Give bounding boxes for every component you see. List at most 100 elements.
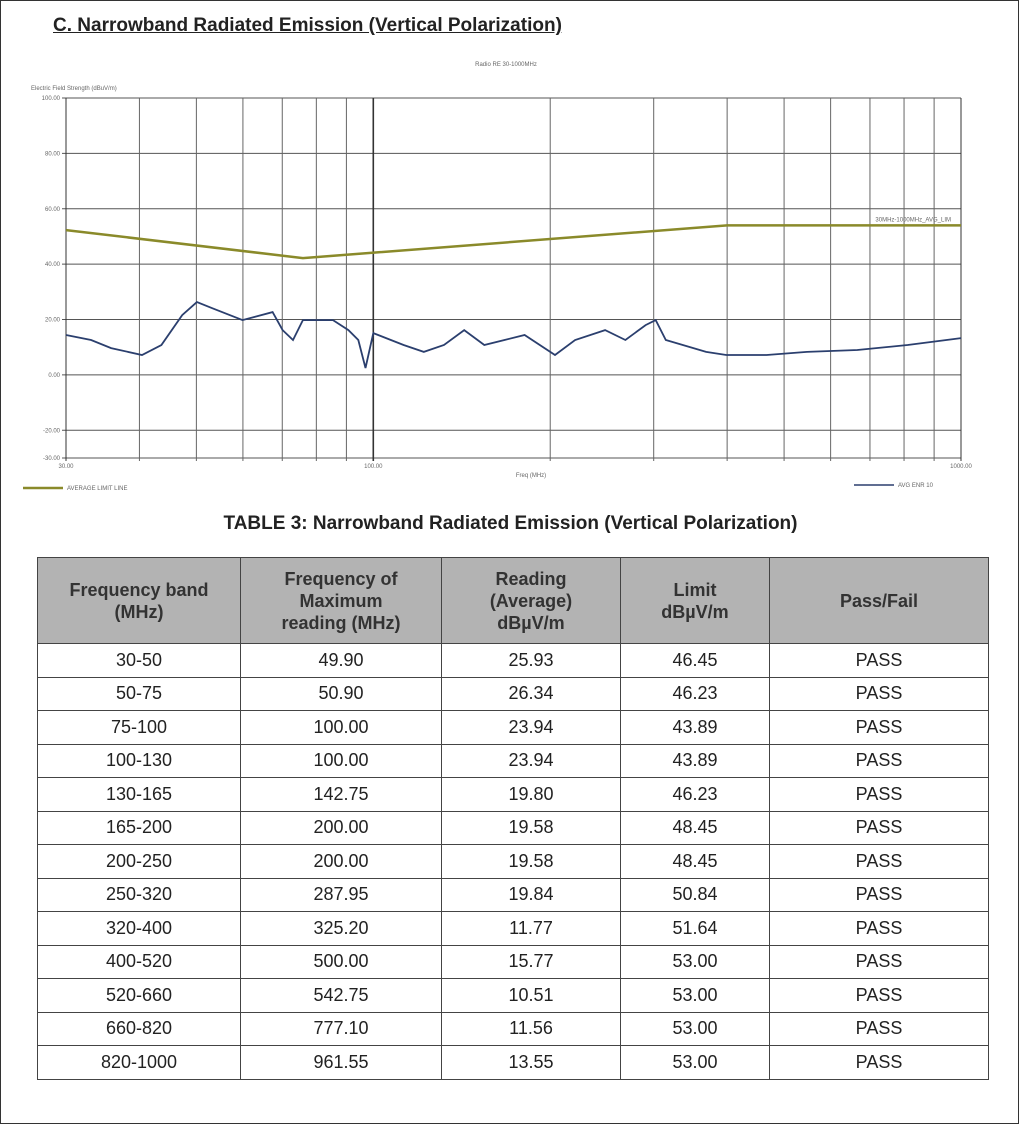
table-header-row: Frequency band (MHz) Frequency of Maximum re… xyxy=(37,557,989,644)
table-cell: 11.56 xyxy=(441,1011,621,1046)
table-cell: 320-400 xyxy=(37,911,241,946)
table-cell: PASS xyxy=(769,743,989,778)
x-tick-label: 100.00 xyxy=(364,464,383,470)
table-cell: 400-520 xyxy=(37,944,241,979)
table-cell: 19.80 xyxy=(441,777,621,812)
y-tick-label: 20.00 xyxy=(45,318,61,324)
table-cell: 30-50 xyxy=(37,643,241,678)
x-tick-label: 30.00 xyxy=(58,464,74,470)
table-row: 520-660 542.75 10.51 53.00 PASS xyxy=(37,978,989,1013)
column-header-line: (Average) xyxy=(489,590,573,611)
table-cell: 51.64 xyxy=(620,911,770,946)
table-row: 100-130 100.00 23.94 43.89 PASS xyxy=(37,743,989,778)
table-cell: 777.10 xyxy=(240,1011,442,1046)
y-tick-label: 40.00 xyxy=(45,262,61,268)
table-row: 165-200 200.00 19.58 48.45 PASS xyxy=(37,810,989,845)
column-header-line: dBµV/m xyxy=(497,612,565,633)
table-cell: 100.00 xyxy=(240,743,442,778)
table-cell: 250-320 xyxy=(37,877,241,912)
emission-table: Frequency band (MHz) Frequency of Maximum re… xyxy=(37,557,989,1080)
table-row: 660-820 777.10 11.56 53.00 PASS xyxy=(37,1011,989,1046)
table-cell: 48.45 xyxy=(620,810,770,845)
column-header: Frequency of Maximum reading (MHz) xyxy=(240,557,442,644)
table-cell: 200.00 xyxy=(240,810,442,845)
y-tick-label: -20.00 xyxy=(43,428,61,434)
table-cell: PASS xyxy=(769,877,989,912)
table-cell: PASS xyxy=(769,1045,989,1080)
table-cell: PASS xyxy=(769,844,989,879)
table-cell: 53.00 xyxy=(620,978,770,1013)
x-axis-label: Freq (MHz) xyxy=(516,473,546,479)
table-cell: 53.00 xyxy=(620,1045,770,1080)
chart-title: Radio RE 30-1000MHz xyxy=(475,62,537,68)
table-cell: 23.94 xyxy=(441,743,621,778)
table-cell: PASS xyxy=(769,643,989,678)
table-cell: 165-200 xyxy=(37,810,241,845)
table-cell: 53.00 xyxy=(620,1011,770,1046)
table-cell: PASS xyxy=(769,978,989,1013)
table-cell: 542.75 xyxy=(240,978,442,1013)
limit-annotation: 30MHz-1000MHz_AVG_LIM xyxy=(875,217,951,223)
column-header: Limit dBµV/m xyxy=(620,557,770,644)
table-cell: 200.00 xyxy=(240,844,442,879)
table-cell: 15.77 xyxy=(441,944,621,979)
y-tick-label: -30.00 xyxy=(43,456,61,462)
column-header-line: Reading xyxy=(495,568,567,589)
table-cell: 19.84 xyxy=(441,877,621,912)
table-cell: 75-100 xyxy=(37,710,241,745)
column-header: Pass/Fail xyxy=(769,557,989,644)
table-cell: 19.58 xyxy=(441,844,621,879)
table-cell: 49.90 xyxy=(240,643,442,678)
y-tick-label: 0.00 xyxy=(48,373,60,379)
table-cell: 142.75 xyxy=(240,777,442,812)
table-cell: 520-660 xyxy=(37,978,241,1013)
table-row: 200-250 200.00 19.58 48.45 PASS xyxy=(37,844,989,879)
measurement-trace xyxy=(65,301,962,369)
table-cell: 100-130 xyxy=(37,743,241,778)
table-cell: PASS xyxy=(769,944,989,979)
table-cell: 200-250 xyxy=(37,844,241,879)
table-cell: 325.20 xyxy=(240,911,442,946)
table-cell: PASS xyxy=(769,710,989,745)
table-cell: 100.00 xyxy=(240,710,442,745)
column-header-line: reading (MHz) xyxy=(281,612,401,633)
column-header-line: Maximum xyxy=(299,590,383,611)
table-cell: 10.51 xyxy=(441,978,621,1013)
table-cell: 43.89 xyxy=(620,743,770,778)
column-header-line: dBµV/m xyxy=(661,601,729,622)
table-cell: 961.55 xyxy=(240,1045,442,1080)
table-cell: 26.34 xyxy=(441,676,621,711)
x-tick-label: 1000.00 xyxy=(950,464,972,470)
column-header-line: (MHz) xyxy=(114,601,164,622)
table-cell: 50.84 xyxy=(620,877,770,912)
table-cell: 23.94 xyxy=(441,710,621,745)
table-row: 320-400 325.20 11.77 51.64 PASS xyxy=(37,911,989,946)
column-header-line: Frequency of xyxy=(284,568,398,589)
legend-label-trace: AVG ENR 10 xyxy=(898,483,934,489)
emission-chart: 100.00 80.00 60.00 40.00 20.00 0.00 -20.00 -30.… xyxy=(23,62,973,492)
table-cell: PASS xyxy=(769,777,989,812)
table-cell: PASS xyxy=(769,911,989,946)
table-row: 250-320 287.95 19.84 50.84 PASS xyxy=(37,877,989,912)
y-tick-label: 80.00 xyxy=(45,151,61,157)
table-cell: 53.00 xyxy=(620,944,770,979)
y-tick-label: 60.00 xyxy=(45,207,61,213)
table-row: 130-165 142.75 19.80 46.23 PASS xyxy=(37,777,989,812)
table-cell: 13.55 xyxy=(441,1045,621,1080)
table-cell: 19.58 xyxy=(441,810,621,845)
table-cell: 500.00 xyxy=(240,944,442,979)
table-body: 30-50 49.90 25.93 46.45 PASS 50-75 50.90 26.34 4… xyxy=(37,643,989,1080)
table-cell: 287.95 xyxy=(240,877,442,912)
table-row: 50-75 50.90 26.34 46.23 PASS xyxy=(37,676,989,711)
table-row: 75-100 100.00 23.94 43.89 PASS xyxy=(37,710,989,745)
table-cell: 46.45 xyxy=(620,643,770,678)
column-header: Reading (Average) dBµV/m xyxy=(441,557,621,644)
table-cell: 660-820 xyxy=(37,1011,241,1046)
table-cell: PASS xyxy=(769,810,989,845)
table-cell: 46.23 xyxy=(620,676,770,711)
table-cell: 25.93 xyxy=(441,643,621,678)
table-row: 400-520 500.00 15.77 53.00 PASS xyxy=(37,944,989,979)
column-header: Frequency band (MHz) xyxy=(37,557,241,644)
table-cell: PASS xyxy=(769,1011,989,1046)
